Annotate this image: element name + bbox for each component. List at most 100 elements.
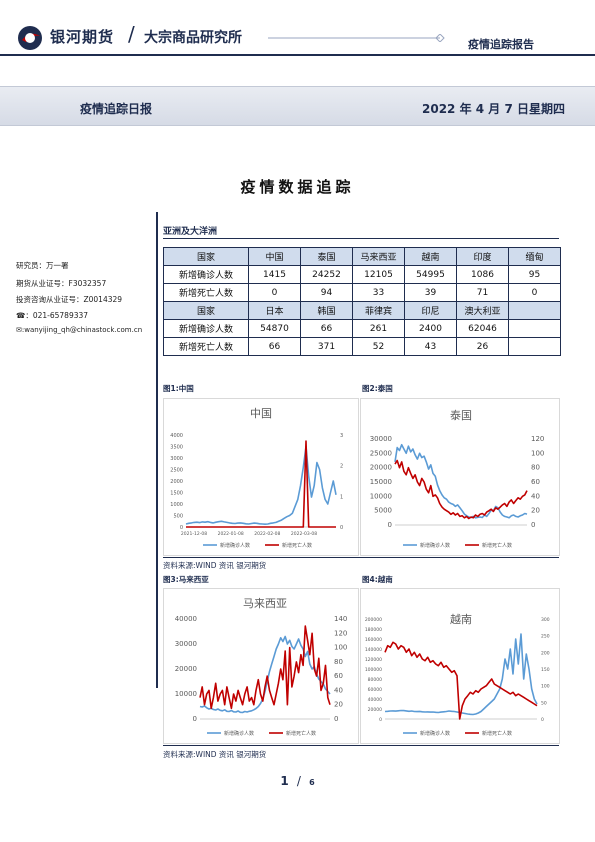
- y-right-tick-label: 100: [531, 449, 544, 457]
- y-right-tick-label: 40: [334, 686, 343, 694]
- figure-2-caption: 图2:泰国: [362, 384, 393, 393]
- table-cell: 371: [300, 337, 353, 356]
- series-line-1: [394, 459, 528, 520]
- y-left-tick-label: 60000: [368, 687, 382, 693]
- report-banner: [0, 86, 595, 126]
- chart-title: 中国: [250, 407, 272, 420]
- row-label: 国家: [163, 247, 249, 266]
- table-row: 新增确诊人数 1415 24252 12105 54995 1086 95: [163, 265, 561, 284]
- table-cell: 66: [300, 319, 353, 338]
- y-left-tick-label: 20000: [175, 665, 197, 673]
- brand-name: 银河期货: [50, 28, 115, 46]
- y-right-tick-label: 60: [334, 672, 343, 680]
- page-total: 6: [309, 778, 315, 787]
- institute-name: 大宗商品研究所: [144, 30, 242, 46]
- table-cell: 43: [404, 337, 457, 356]
- table-cell: 澳大利亚: [456, 301, 509, 320]
- series-line-1: [199, 625, 331, 710]
- y-left-tick-label: 40000: [175, 615, 197, 623]
- y-left-tick-label: 10000: [370, 492, 392, 500]
- y-left-tick-label: 1000: [170, 502, 183, 508]
- y-right-tick-label: 3: [340, 433, 343, 439]
- y-right-tick-label: 100: [334, 644, 347, 652]
- table-cell: [508, 319, 561, 338]
- y-right-tick-label: 100: [541, 684, 550, 690]
- figure-rule: [163, 745, 559, 746]
- figure-4-caption: 图4:越南: [362, 575, 393, 584]
- page-number: 1 / 6: [0, 774, 595, 788]
- table-cell: 马来西亚: [352, 247, 405, 266]
- table-cell: 54995: [404, 265, 457, 284]
- table-cell: 261: [352, 319, 405, 338]
- analyst-name: 研究员：万一署: [16, 261, 69, 270]
- vertical-divider: [156, 212, 158, 688]
- y-right-tick-label: 0: [340, 525, 343, 531]
- table-cell: 中国: [248, 247, 301, 266]
- y-left-tick-label: 120000: [365, 657, 382, 663]
- y-right-tick-label: 0: [531, 521, 535, 529]
- y-left-tick-label: 0: [379, 717, 382, 723]
- row-label: 国家: [163, 301, 249, 320]
- legend-label: 新增死亡人数: [482, 542, 512, 549]
- y-left-tick-label: 140000: [365, 647, 382, 653]
- table-cell: 越南: [404, 247, 457, 266]
- y-right-tick-label: 200: [541, 650, 550, 656]
- banner-title: 疫情追踪日报: [80, 102, 153, 116]
- vietnam-chart: 越南 0 20000 40000 60000 80000 100000 120000 14000…: [360, 588, 560, 744]
- y-left-tick-label: 15000: [370, 478, 392, 486]
- page-separator: /: [296, 774, 301, 788]
- chart-title: 越南: [450, 612, 472, 626]
- y-right-tick-label: 0: [541, 717, 544, 723]
- table-cell: 54870: [248, 319, 301, 338]
- table-cell: 24252: [300, 265, 353, 284]
- table-cell: [508, 301, 561, 320]
- china-chart: 中国 0 500 1000 1500 2000 2500 3000 3500 4000 0 1 2 3 20…: [163, 398, 359, 556]
- page-current: 1: [280, 774, 289, 788]
- y-right-tick-label: 50: [541, 700, 547, 706]
- x-tick-label: 2022-02-08: [254, 531, 280, 537]
- row-label: 新增死亡人数: [163, 337, 249, 356]
- row-label: 新增确诊人数: [163, 265, 249, 284]
- source-note-1: 资料来源:WIND 资讯 银河期货: [163, 561, 267, 570]
- legend-label: 新增死亡人数: [286, 730, 316, 737]
- table-cell: 52: [352, 337, 405, 356]
- y-right-tick-label: 120: [531, 435, 544, 443]
- y-right-tick-label: 0: [334, 715, 338, 723]
- series-line-0: [384, 633, 538, 716]
- table-cell: 94: [300, 283, 353, 302]
- table-cell: 1415: [248, 265, 301, 284]
- report-type-label: 疫情追踪报告: [468, 38, 534, 51]
- y-left-tick-label: 10000: [175, 690, 197, 698]
- x-tick-label: 2021-12-08: [181, 531, 207, 537]
- series-line-0: [185, 445, 337, 525]
- analyst-license: 期货从业证号：F3032357: [16, 279, 107, 288]
- table-cell: 95: [508, 265, 561, 284]
- legend-label: 新增确诊人数: [224, 730, 254, 737]
- table-row: 新增死亡人数 0 94 33 39 71 0: [163, 283, 561, 302]
- legend-label: 新增死亡人数: [482, 730, 512, 737]
- analyst-email: ✉:wanyijing_qh@chinastock.com.cn: [16, 326, 143, 334]
- table-row: 国家 日本 韩国 菲律宾 印尼 澳大利亚: [163, 301, 561, 320]
- header-rule: [0, 54, 595, 56]
- table-row: 新增确诊人数 54870 66 261 2400 62046: [163, 319, 561, 338]
- y-left-tick-label: 25000: [370, 449, 392, 457]
- header-decoration-line: [268, 34, 445, 42]
- y-left-tick-label: 20000: [370, 464, 392, 472]
- table-cell: 印尼: [404, 301, 457, 320]
- legend-label: 新增死亡人数: [282, 542, 312, 549]
- chart-title: 泰国: [450, 408, 472, 422]
- y-left-tick-label: 160000: [365, 637, 382, 643]
- table-cell: 0: [248, 283, 301, 302]
- table-row: 国家 中国 泰国 马来西亚 越南 印度 缅甸: [163, 247, 561, 266]
- table-cell: [508, 337, 561, 356]
- y-left-tick-label: 30000: [370, 435, 392, 443]
- x-tick-label: 2022-01-08: [218, 531, 244, 537]
- series-line-1: [186, 440, 336, 528]
- y-left-tick-label: 20000: [368, 707, 382, 713]
- y-right-tick-label: 2: [340, 464, 343, 470]
- series-line-1: [384, 641, 538, 720]
- table-cell: 71: [456, 283, 509, 302]
- y-left-tick-label: 40000: [368, 697, 382, 703]
- y-left-tick-label: 1500: [170, 491, 183, 497]
- row-label: 新增确诊人数: [163, 319, 249, 338]
